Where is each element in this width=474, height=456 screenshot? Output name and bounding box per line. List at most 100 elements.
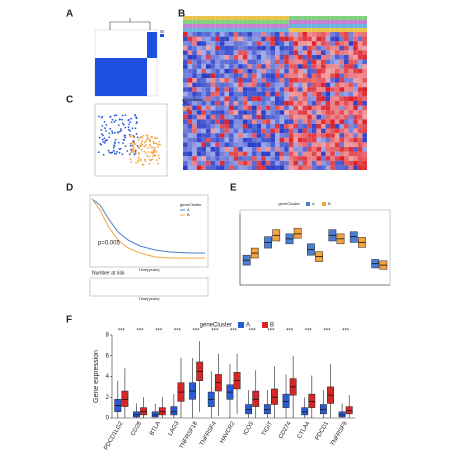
heatmap-cell [316,36,321,42]
heatmap-cell [192,50,197,55]
legend-title: geneCluster [200,323,232,329]
heatmap-cell [183,119,188,124]
heatmap-cell [201,105,206,111]
heatmap-cell [256,124,262,129]
heatmap-cell [242,59,248,65]
scatter-dot [132,139,135,142]
heatmap-cell [284,165,289,170]
annotation-cell [183,28,188,32]
heatmap-cell [229,50,234,55]
heatmap-cell [229,142,234,147]
heatmap-cell [192,91,197,97]
heatmap-cell [206,101,211,106]
x-axis-label: Time(years) [138,267,160,272]
annotation-cell [187,28,193,32]
heatmap-cell [201,41,206,46]
heatmap-cell [242,96,248,101]
heatmap-cell [196,137,202,143]
heatmap-cell [325,73,331,78]
heatmap-cell [206,124,211,129]
heatmap-cell [183,160,188,166]
heatmap-cell [224,160,229,166]
heatmap-cell [201,73,206,78]
heatmap-cell [316,124,321,129]
heatmap-cell [252,128,257,134]
heatmap-cell [311,142,317,147]
annotation-cell [256,28,262,32]
heatmap-cell [265,64,271,69]
heatmap-cell [229,41,234,46]
heatmap-cell [279,82,285,88]
annotation-cell [311,20,317,24]
heatmap-cell [334,160,340,166]
significance: *** [174,329,182,335]
scatter-dot [157,145,159,148]
heatmap-cell [192,119,197,124]
x-tick-label: LAG3 [168,420,181,437]
legend-title: geneCluster [278,201,300,206]
heatmap-cell [242,114,248,120]
heatmap-cell [362,147,367,152]
heatmap-cell [321,55,326,60]
heatmap-cell [270,68,275,74]
heatmap-cell [284,59,289,65]
heatmap-cell [238,110,243,115]
km-plot [89,194,209,297]
heatmap-cell [284,156,289,161]
heatmap-cell [252,50,257,55]
scatter-dot [111,132,114,134]
heatmap-cell [270,128,275,134]
heatmap-cell [302,156,308,161]
scatter-dot [108,136,111,139]
heatmap-cell [256,114,262,120]
heatmap-cell [233,133,239,138]
scatter-dot [121,153,124,156]
heatmap-cell [325,64,331,69]
heatmap-cell [307,160,312,166]
annotation-cell [325,20,331,24]
heatmap-cell [330,55,335,60]
heatmap-cell [242,101,248,106]
heatmap-cell [357,165,363,170]
heatmap-cell [229,87,234,92]
heatmap-cell [362,128,367,134]
scatter-dot [113,149,115,152]
heatmap-cell [321,82,326,88]
heatmap-cell [183,64,188,69]
heatmap-cell [242,128,248,134]
heatmap-cell [302,110,308,115]
heatmap-cell [187,96,193,101]
scatter-dot [116,150,118,153]
box [308,393,316,408]
heatmap-cell [187,82,193,88]
heatmap-cell [344,78,349,83]
heatmap-cell [298,110,303,115]
heatmap-cell [261,110,266,115]
box [282,393,290,408]
heatmap-cell [219,32,225,37]
heatmap-cell [353,96,358,101]
heatmap-cell [261,87,266,92]
heatmap-cell [325,119,331,124]
heatmap-cell [311,133,317,138]
heatmap-cell [210,96,216,101]
heatmap-cell [183,78,188,83]
annotation-cell [270,16,275,20]
heatmap-cell [219,87,225,92]
scatter-dot [134,152,137,155]
heatmap-cell [261,91,266,97]
heatmap-cell [325,114,331,120]
heatmap-cell [192,32,197,37]
annotation-cell [238,16,243,20]
heatmap-cell [196,133,202,138]
annotation-cell [265,16,271,20]
heatmap-cell [316,78,321,83]
heatmap-cell [357,64,363,69]
scatter-dot [131,150,134,152]
scatter-dot [131,134,134,137]
heatmap-cell [183,55,188,60]
heatmap-cell [316,50,321,55]
heatmap-cell [256,55,262,60]
heatmap-cell [321,137,326,143]
annotation-cell [187,16,193,20]
